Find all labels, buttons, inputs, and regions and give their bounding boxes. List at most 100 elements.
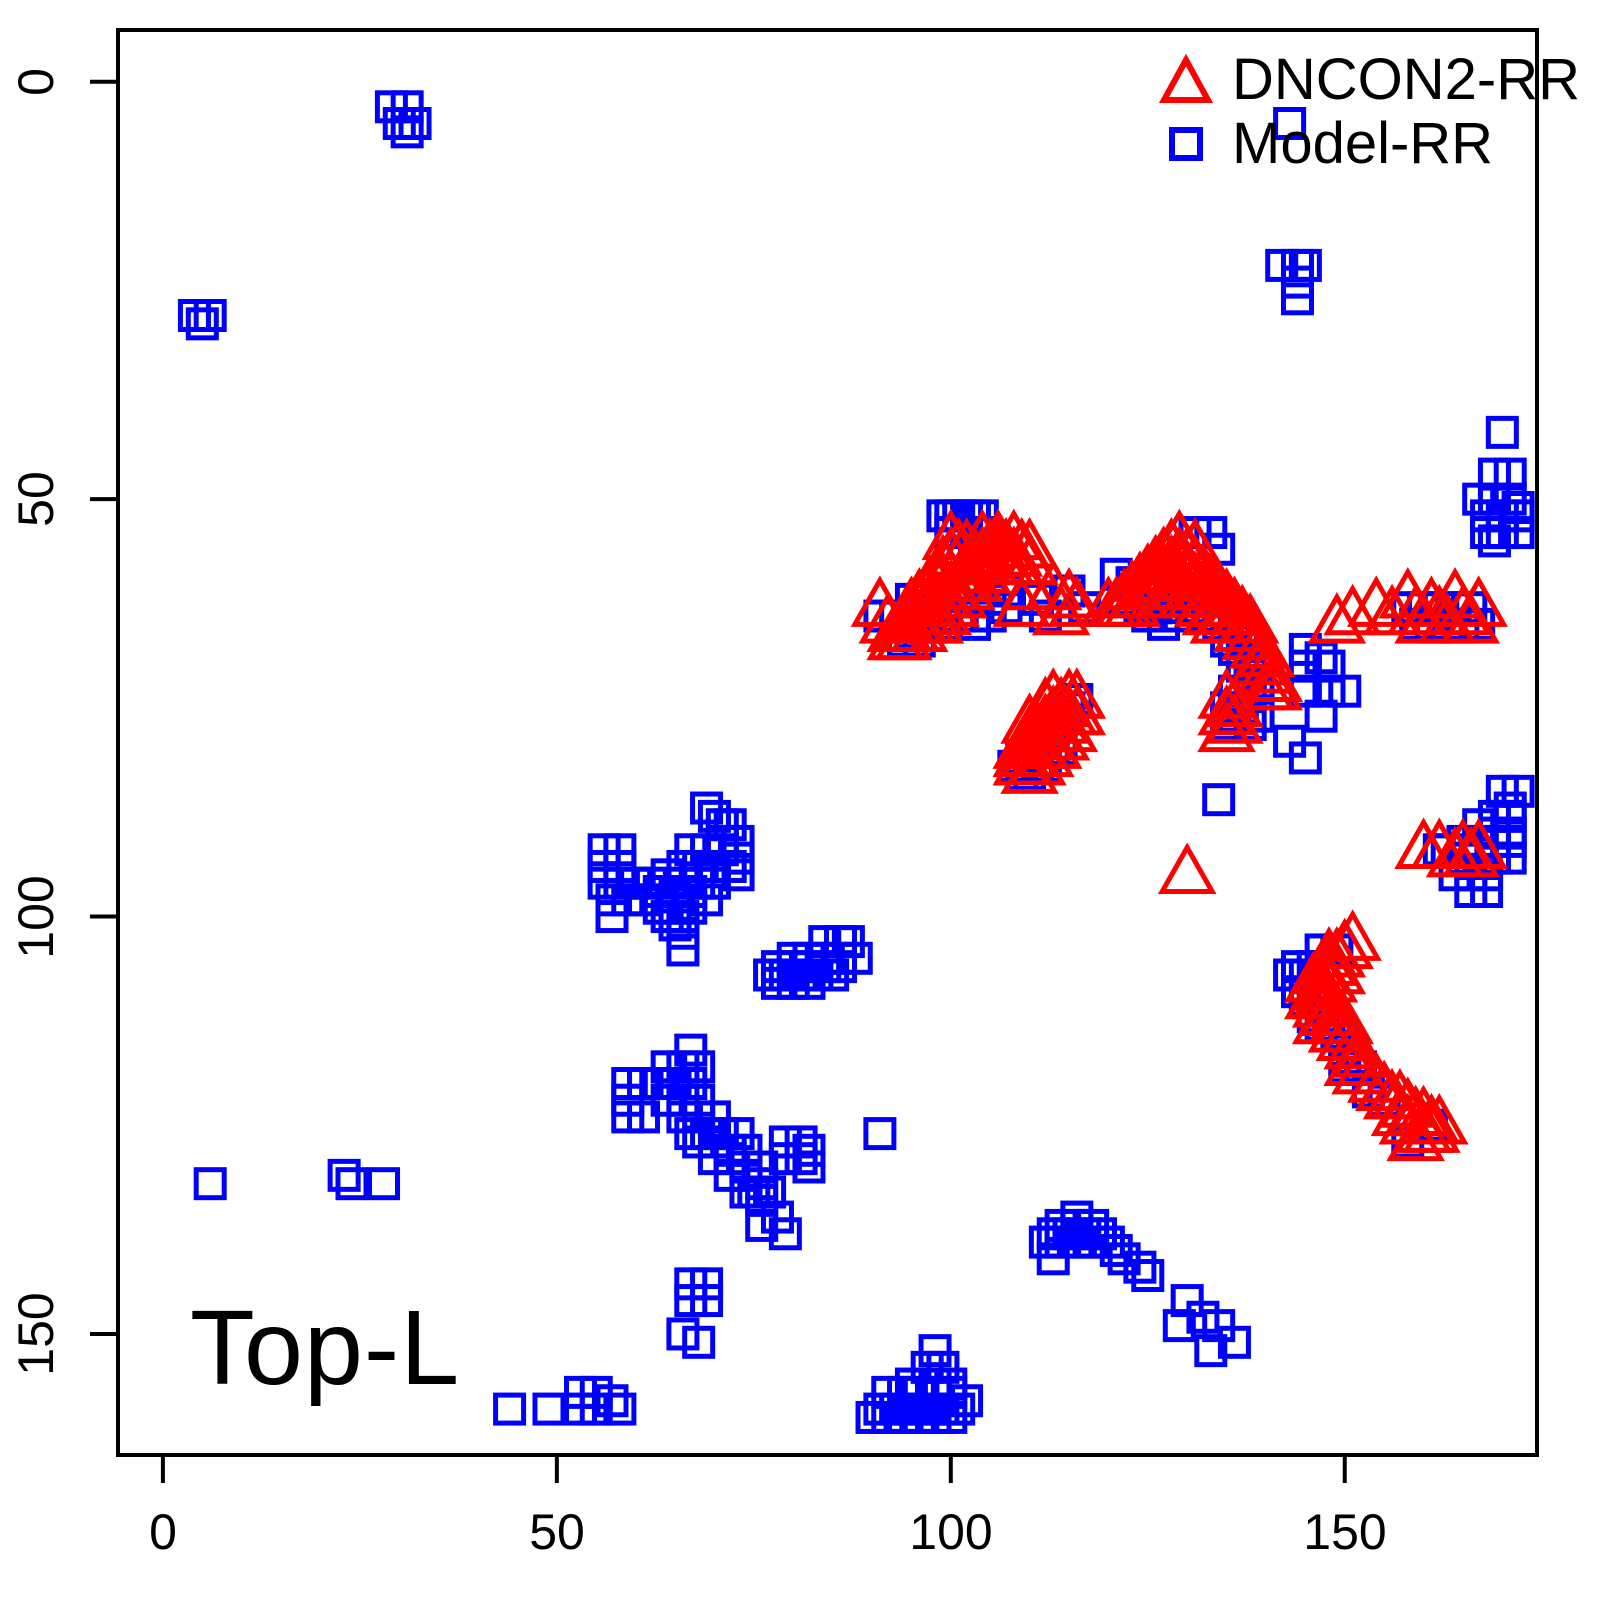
x-tick-label-50: 50 <box>529 1504 585 1560</box>
model-rr-point <box>335 1167 369 1201</box>
dncon2-rr-point <box>1008 733 1067 786</box>
model-rr-point <box>942 1392 976 1426</box>
dncon2-rr-point <box>1323 583 1382 636</box>
model-rr-point <box>753 1175 787 1209</box>
dncon2-rr-point <box>984 533 1044 586</box>
dncon2-rr-point <box>1220 592 1280 644</box>
dncon2-rr-point <box>1323 1017 1382 1070</box>
dncon2-rr-point <box>1189 592 1248 644</box>
model-rr-point <box>1501 774 1535 808</box>
model-rr-point <box>1131 1259 1165 1293</box>
dncon2-rr-point <box>1307 592 1367 644</box>
dncon2-rr-point <box>1236 658 1296 711</box>
dncon2-rr-point <box>1244 650 1304 703</box>
model-rr-point <box>690 1284 724 1318</box>
dncon2-rr-point <box>992 725 1052 778</box>
dncon2-rr-point <box>1354 1059 1414 1112</box>
dncon2-rr-point <box>1157 566 1217 619</box>
dncon2-rr-point <box>1181 583 1241 636</box>
model-rr-point <box>682 1050 716 1084</box>
model-rr-point <box>1099 1233 1133 1267</box>
dncon2-rr-point <box>1047 575 1107 627</box>
model-rr-point <box>367 1167 401 1201</box>
model-rr-point <box>792 1150 826 1184</box>
dncon2-rr-point <box>882 575 941 627</box>
dncon2-rr-point <box>1031 708 1091 761</box>
model-rr-point <box>1477 524 1511 558</box>
model-rr-point <box>493 1392 527 1426</box>
model-rr-point <box>1202 783 1236 817</box>
square-marker-icon <box>1169 127 1203 161</box>
dncon2-rr-point <box>1315 992 1375 1045</box>
dncon2-rr-point <box>953 533 1012 586</box>
model-rr-point <box>193 1167 227 1201</box>
model-rr-point <box>682 1325 716 1359</box>
dncon2-rr-point <box>1331 1042 1390 1095</box>
model-rr-point <box>824 950 858 984</box>
dncon2-rr-point <box>1449 817 1508 869</box>
model-rr-point <box>185 307 219 341</box>
dncon2-rr-point <box>1402 1101 1461 1153</box>
model-rr-point <box>595 900 629 934</box>
model-rr-point <box>1288 741 1322 775</box>
model-rr-point <box>697 866 731 900</box>
model-rr-point <box>1493 482 1527 516</box>
legend-row-model: Model-RR <box>1158 112 1580 176</box>
model-rr-point <box>1304 699 1338 733</box>
model-rr-point <box>674 1033 708 1067</box>
dncon2-rr-point <box>1197 700 1256 753</box>
dncon2-rr-point <box>953 508 1012 561</box>
dncon2-rr-point <box>992 575 1052 627</box>
dncon2-rr-point <box>889 566 949 619</box>
y-tick-label-100: 100 <box>8 875 64 959</box>
dncon2-rr-point <box>1197 683 1256 736</box>
model-rr-point <box>721 858 755 892</box>
model-rr-point <box>784 1142 818 1176</box>
model-rr-point <box>666 916 700 950</box>
dncon2-rr-point <box>1307 984 1367 1036</box>
dncon2-rr-point <box>1291 959 1351 1011</box>
model-rr-point <box>666 933 700 967</box>
model-rr-point <box>327 1158 361 1192</box>
model-rr-point <box>926 1350 960 1384</box>
model-rr-point <box>674 1067 708 1101</box>
model-rr-point <box>816 958 850 992</box>
dncon2-rr-point <box>1370 1084 1430 1137</box>
x-tick-label-0: 0 <box>149 1504 177 1560</box>
dncon2-rr-point <box>1031 583 1091 636</box>
legend: DNCON2-RR Model-RR <box>1158 48 1580 176</box>
model-rr-point <box>666 900 700 934</box>
model-rr-point <box>1194 1334 1228 1368</box>
model-rr-point <box>398 106 432 140</box>
dncon2-rr-point <box>1157 842 1217 895</box>
model-rr-point <box>863 1117 897 1151</box>
model-rr-point <box>1328 674 1362 708</box>
model-rr-points <box>177 90 1535 1434</box>
model-rr-point <box>1036 1242 1070 1276</box>
dncon2-rr-point <box>889 600 949 652</box>
model-rr-point <box>1501 516 1535 550</box>
dncon2-rr-point <box>1323 1034 1382 1087</box>
dncon2-rr-point <box>1441 825 1501 878</box>
axis-tick-marks <box>90 79 1347 1483</box>
model-rr-point <box>619 866 653 900</box>
dncon2-rr-point <box>1165 516 1225 569</box>
model-rr-point <box>792 966 826 1000</box>
dncon2-rr-point <box>1386 1109 1445 1162</box>
dncon2-rr-point <box>1197 667 1256 719</box>
dncon2-rr-point <box>1205 675 1264 728</box>
model-rr-point <box>1162 1309 1196 1343</box>
dncon2-rr-point <box>1023 667 1083 719</box>
legend-row-dncon2: DNCON2-RR <box>1158 48 1580 112</box>
dncon2-rr-point <box>984 525 1044 577</box>
model-rr-point <box>193 299 227 333</box>
dncon2-rr-point <box>1441 592 1501 644</box>
model-rr-point <box>1288 649 1322 683</box>
model-rr-point <box>1280 282 1314 316</box>
dncon2-rr-point <box>874 608 933 661</box>
model-rr-point <box>603 1392 637 1426</box>
model-rr-point <box>658 908 692 942</box>
model-rr-point <box>768 1217 802 1251</box>
